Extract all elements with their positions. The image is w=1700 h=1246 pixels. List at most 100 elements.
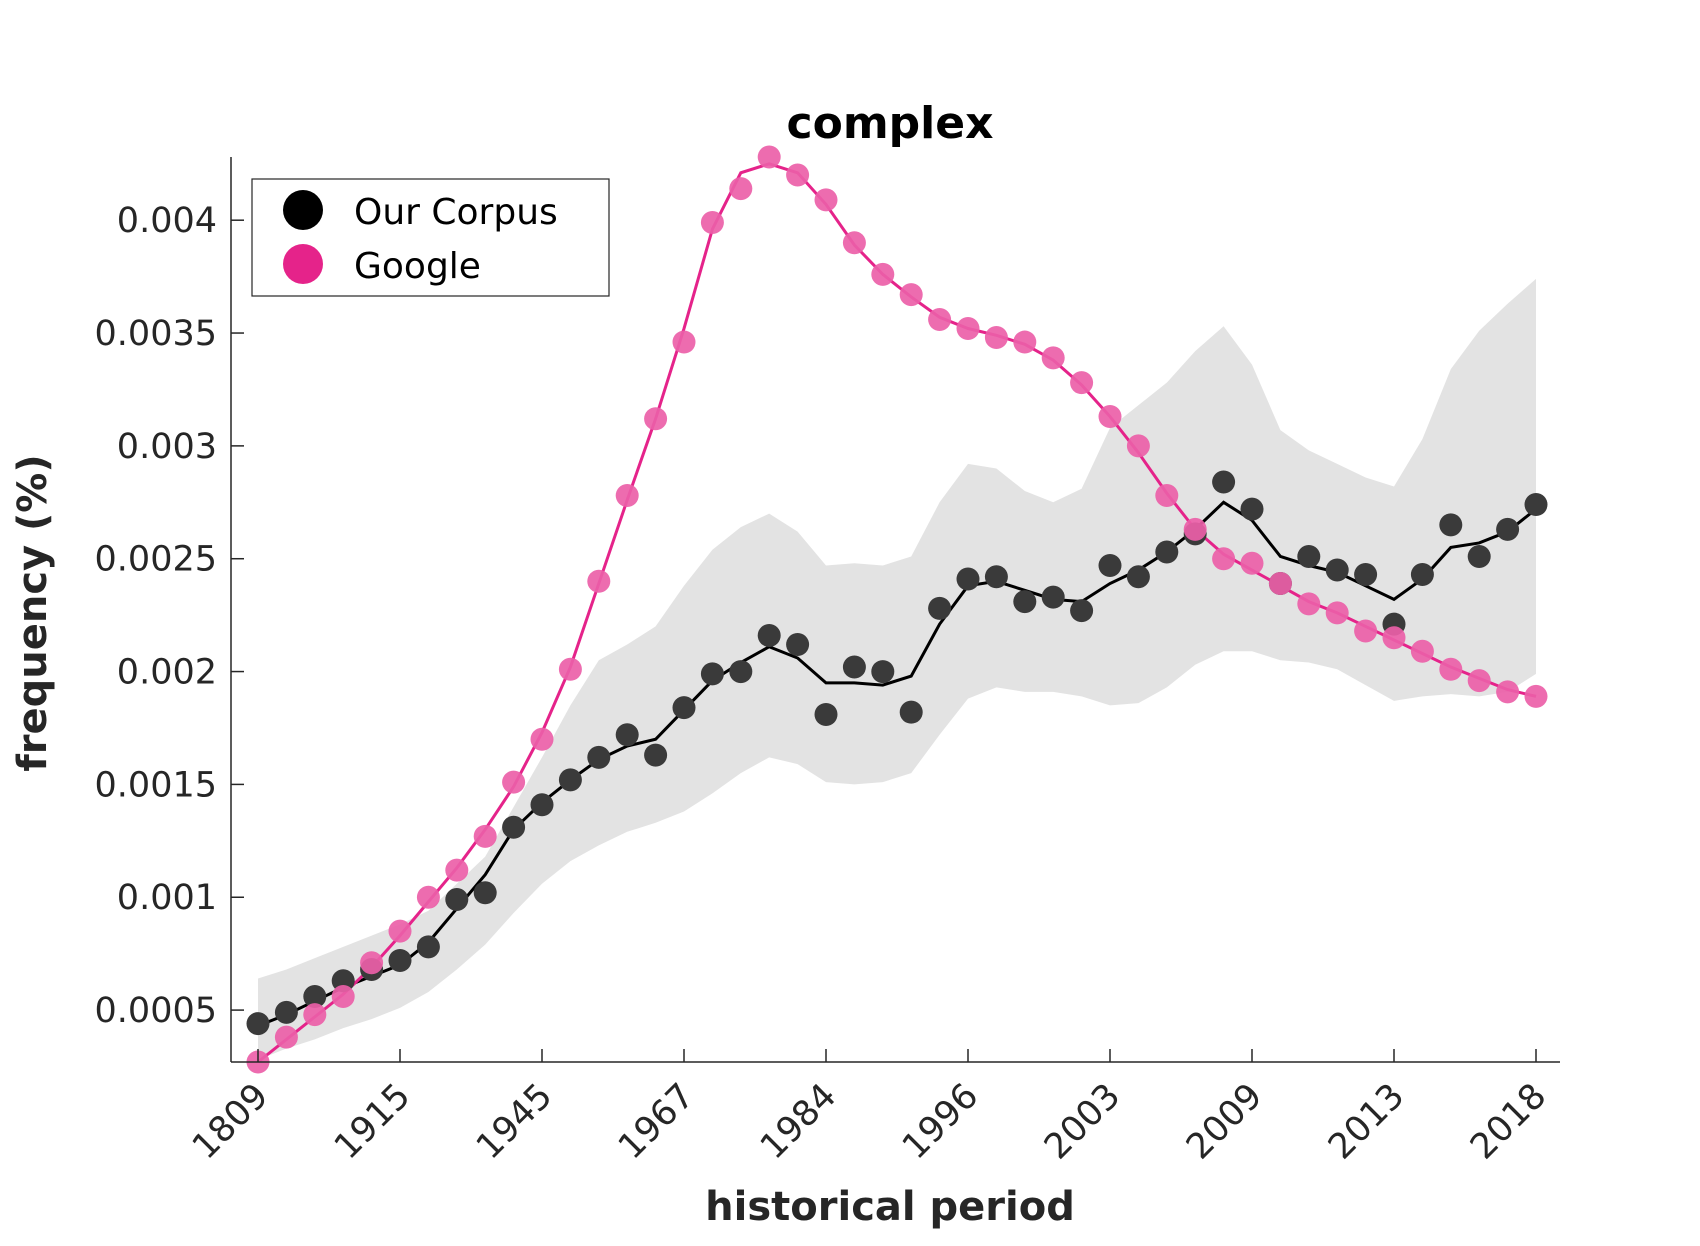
legend-marker-our-corpus bbox=[283, 190, 323, 230]
our-corpus-point bbox=[1126, 565, 1150, 589]
our-corpus-point bbox=[246, 1012, 270, 1036]
google-point bbox=[1297, 592, 1321, 616]
google-line bbox=[257, 162, 1537, 1064]
google-point bbox=[757, 145, 781, 169]
google-point bbox=[842, 231, 866, 255]
our-corpus-point bbox=[587, 745, 611, 769]
google-point bbox=[1212, 547, 1236, 571]
data-points-layer bbox=[246, 145, 1548, 1074]
our-corpus-point bbox=[1013, 590, 1037, 614]
x-tick-label: 2018 bbox=[1463, 1076, 1554, 1167]
google-point bbox=[672, 330, 696, 354]
google-point bbox=[445, 858, 469, 882]
google-point bbox=[1325, 601, 1349, 625]
google-point bbox=[416, 885, 440, 909]
our-corpus-point bbox=[615, 723, 639, 747]
google-point bbox=[1098, 405, 1122, 429]
our-corpus-point bbox=[445, 888, 469, 912]
our-corpus-point bbox=[416, 935, 440, 959]
google-point bbox=[388, 919, 412, 943]
google-point bbox=[1439, 657, 1463, 681]
google-point bbox=[473, 824, 497, 848]
google-point bbox=[899, 283, 923, 307]
google-point bbox=[558, 657, 582, 681]
google-point bbox=[1268, 572, 1292, 596]
our-corpus-point bbox=[502, 815, 526, 839]
google-point bbox=[1183, 517, 1207, 541]
our-corpus-point bbox=[1439, 513, 1463, 537]
our-corpus-point bbox=[303, 985, 327, 1009]
legend: Our Corpus Google bbox=[251, 178, 610, 297]
our-corpus-point bbox=[274, 1000, 298, 1024]
x-tick-label: 2009 bbox=[1179, 1076, 1270, 1167]
google-point bbox=[928, 307, 952, 331]
x-tick-label: 2003 bbox=[1037, 1076, 1128, 1167]
our-corpus-point bbox=[729, 660, 753, 684]
our-corpus-point bbox=[1098, 553, 1122, 577]
our-corpus-point bbox=[331, 969, 355, 993]
google-point bbox=[1410, 639, 1434, 663]
google-point bbox=[274, 1025, 298, 1049]
y-tick-label: 0.0025 bbox=[95, 540, 217, 580]
google-point bbox=[814, 188, 838, 212]
x-tick-label: 1984 bbox=[753, 1076, 844, 1167]
our-corpus-point bbox=[1524, 493, 1548, 517]
google-point bbox=[1013, 330, 1037, 354]
google-point bbox=[502, 770, 526, 794]
our-corpus-point bbox=[786, 632, 810, 656]
x-tick-label: 2013 bbox=[1321, 1076, 1412, 1167]
x-tick-label: 1967 bbox=[611, 1076, 702, 1167]
trend-lines-layer bbox=[257, 162, 1537, 1064]
google-point bbox=[1240, 551, 1264, 575]
google-point bbox=[1467, 669, 1491, 693]
google-point bbox=[331, 985, 355, 1009]
our-corpus-point bbox=[1155, 540, 1179, 564]
y-tick-label: 0.002 bbox=[117, 653, 217, 693]
google-point bbox=[1354, 619, 1378, 643]
x-axis-label: historical period bbox=[705, 1184, 1075, 1230]
our-corpus-point bbox=[842, 655, 866, 679]
confidence-band-layer bbox=[258, 278, 1536, 1060]
our-corpus-point bbox=[1325, 558, 1349, 582]
axes bbox=[230, 157, 1560, 1063]
our-corpus-point bbox=[956, 567, 980, 591]
x-tick-label: 1915 bbox=[327, 1076, 418, 1167]
google-point bbox=[1070, 371, 1094, 395]
google-point bbox=[530, 727, 554, 751]
legend-marker-google bbox=[283, 244, 323, 284]
google-point bbox=[984, 326, 1008, 350]
y-tick-label: 0.004 bbox=[117, 201, 217, 241]
our-corpus-point bbox=[388, 948, 412, 972]
google-point bbox=[587, 569, 611, 593]
google-point bbox=[1155, 484, 1179, 508]
google-point bbox=[786, 163, 810, 187]
our-corpus-point bbox=[814, 702, 838, 726]
our-corpus-point bbox=[1467, 544, 1491, 568]
our-corpus-point bbox=[644, 743, 668, 767]
y-tick-label: 0.0005 bbox=[95, 991, 217, 1031]
google-point bbox=[360, 951, 384, 975]
google-point bbox=[1496, 680, 1520, 704]
x-tick-label: 1945 bbox=[469, 1076, 560, 1167]
x-tick-label: 1809 bbox=[185, 1076, 276, 1167]
our-corpus-point bbox=[530, 793, 554, 817]
y-tick-label: 0.001 bbox=[117, 878, 217, 918]
our-corpus-point bbox=[757, 623, 781, 647]
our-corpus-point bbox=[1496, 517, 1520, 541]
our-corpus-point bbox=[1240, 497, 1264, 521]
google-point bbox=[1382, 626, 1406, 650]
our-corpus-point bbox=[473, 881, 497, 905]
our-corpus-point bbox=[1410, 563, 1434, 587]
our-corpus-point bbox=[928, 596, 952, 620]
our-corpus-point bbox=[1070, 599, 1094, 623]
google-point bbox=[615, 484, 639, 508]
google-point bbox=[303, 1003, 327, 1027]
our-corpus-point bbox=[1212, 470, 1236, 494]
our-corpus-line bbox=[257, 500, 1537, 1028]
legend-label-google: Google bbox=[354, 246, 481, 287]
our-corpus-point bbox=[984, 565, 1008, 589]
google-point bbox=[700, 210, 724, 234]
our-corpus-band bbox=[258, 278, 1536, 1060]
y-tick-label: 0.003 bbox=[117, 427, 217, 467]
